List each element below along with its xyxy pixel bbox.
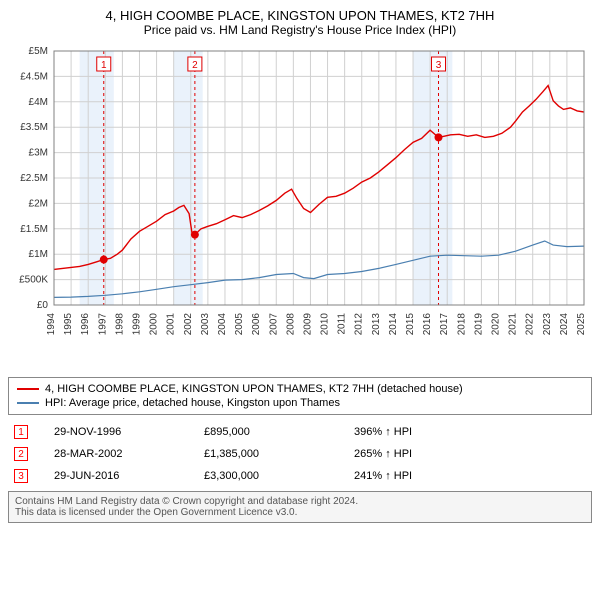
legend: 4, HIGH COOMBE PLACE, KINGSTON UPON THAM… <box>8 377 592 415</box>
sale-vs-hpi: 241% ↑ HPI <box>348 465 592 487</box>
x-tick-label: 2009 <box>302 313 313 336</box>
x-tick-label: 2021 <box>508 313 519 336</box>
sale-row: 2 28-MAR-2002£1,385,000265% ↑ HPI <box>8 443 592 465</box>
chart-container: £0 £500K £1M £1.5M £2M £2.5M £3M £3.5M £4M £4.5M £… <box>8 43 592 373</box>
footnote-line: This data is licensed under the Open Gov… <box>15 507 585 518</box>
x-tick-label: 2002 <box>183 313 194 336</box>
legend-row: 4, HIGH COOMBE PLACE, KINGSTON UPON THAM… <box>17 382 583 396</box>
x-tick-label: 2001 <box>166 313 177 336</box>
series-hpi <box>54 241 584 297</box>
y-tick-label: £500K <box>19 275 48 286</box>
x-tick-label: 2015 <box>405 313 416 336</box>
x-tick-label: 2006 <box>251 313 262 336</box>
sale-rule-number: 3 <box>436 60 442 71</box>
y-tick-label: £4.5M <box>20 71 48 82</box>
x-tick-label: 2013 <box>371 313 382 336</box>
x-tick-label: 2017 <box>439 313 450 336</box>
sale-rule-number: 2 <box>192 60 198 71</box>
sale-number-badge: 2 <box>14 447 28 461</box>
x-tick-label: 2024 <box>559 313 570 336</box>
y-tick-label: £3M <box>29 148 48 159</box>
y-tick-label: £1.5M <box>20 224 48 235</box>
sale-marker-dot <box>191 231 199 239</box>
x-tick-label: 1999 <box>131 313 142 336</box>
y-tick-label: £3.5M <box>20 122 48 133</box>
x-tick-label: 1998 <box>114 313 125 336</box>
y-tick-label: £1M <box>29 249 48 260</box>
x-tick-label: 2014 <box>388 313 399 336</box>
x-tick-label: 2005 <box>234 313 245 336</box>
x-tick-label: 2016 <box>422 313 433 336</box>
legend-swatch <box>17 388 39 390</box>
sale-rule-number: 1 <box>101 60 107 71</box>
sale-price: £895,000 <box>198 421 348 443</box>
licence-footnote: Contains HM Land Registry data © Crown c… <box>8 491 592 523</box>
chart-title: 4, HIGH COOMBE PLACE, KINGSTON UPON THAM… <box>8 8 592 23</box>
sale-marker-dot <box>435 133 443 141</box>
price-chart: £0 £500K £1M £1.5M £2M £2.5M £3M £3.5M £4M £4.5M £… <box>8 43 592 373</box>
series-property <box>54 86 584 270</box>
x-tick-label: 2000 <box>149 313 160 336</box>
legend-label: 4, HIGH COOMBE PLACE, KINGSTON UPON THAM… <box>45 383 463 395</box>
sale-marker-dot <box>100 256 108 264</box>
x-tick-label: 2008 <box>285 313 296 336</box>
x-tick-label: 1994 <box>46 313 57 336</box>
sale-date: 29-JUN-2016 <box>48 465 198 487</box>
x-tick-label: 2010 <box>320 313 331 336</box>
legend-row: HPI: Average price, detached house, King… <box>17 396 583 410</box>
y-tick-label: £2M <box>29 198 48 209</box>
legend-swatch <box>17 402 39 404</box>
sale-date: 28-MAR-2002 <box>48 443 198 465</box>
x-tick-label: 2023 <box>542 313 553 336</box>
sale-date: 29-NOV-1996 <box>48 421 198 443</box>
legend-label: HPI: Average price, detached house, King… <box>45 397 340 409</box>
x-tick-label: 1996 <box>80 313 91 336</box>
sale-price: £3,300,000 <box>198 465 348 487</box>
x-tick-label: 1995 <box>63 313 74 336</box>
sale-number-badge: 1 <box>14 425 28 439</box>
y-tick-label: £2.5M <box>20 173 48 184</box>
sale-row: 3 29-JUN-2016£3,300,000241% ↑ HPI <box>8 465 592 487</box>
x-tick-label: 2025 <box>576 313 587 336</box>
sale-price: £1,385,000 <box>198 443 348 465</box>
x-tick-label: 2012 <box>354 313 365 336</box>
x-tick-label: 2020 <box>491 313 502 336</box>
sale-number-badge: 3 <box>14 469 28 483</box>
y-tick-label: £4M <box>29 97 48 108</box>
x-tick-label: 2022 <box>525 313 536 336</box>
footnote-line: Contains HM Land Registry data © Crown c… <box>15 496 585 507</box>
x-tick-label: 2007 <box>268 313 279 336</box>
chart-subtitle: Price paid vs. HM Land Registry's House … <box>8 23 592 37</box>
x-tick-label: 2003 <box>200 313 211 336</box>
sale-row: 1 29-NOV-1996£895,000396% ↑ HPI <box>8 421 592 443</box>
x-tick-label: 2004 <box>217 313 228 336</box>
y-tick-label: £5M <box>29 46 48 57</box>
x-tick-label: 2011 <box>337 313 348 335</box>
sale-vs-hpi: 265% ↑ HPI <box>348 443 592 465</box>
sale-vs-hpi: 396% ↑ HPI <box>348 421 592 443</box>
y-tick-label: £0 <box>37 300 49 311</box>
x-tick-label: 1997 <box>97 313 108 336</box>
sales-table: 1 29-NOV-1996£895,000396% ↑ HPI 2 28-MAR-20… <box>8 421 592 487</box>
x-tick-label: 2019 <box>473 313 484 336</box>
x-tick-label: 2018 <box>456 313 467 336</box>
